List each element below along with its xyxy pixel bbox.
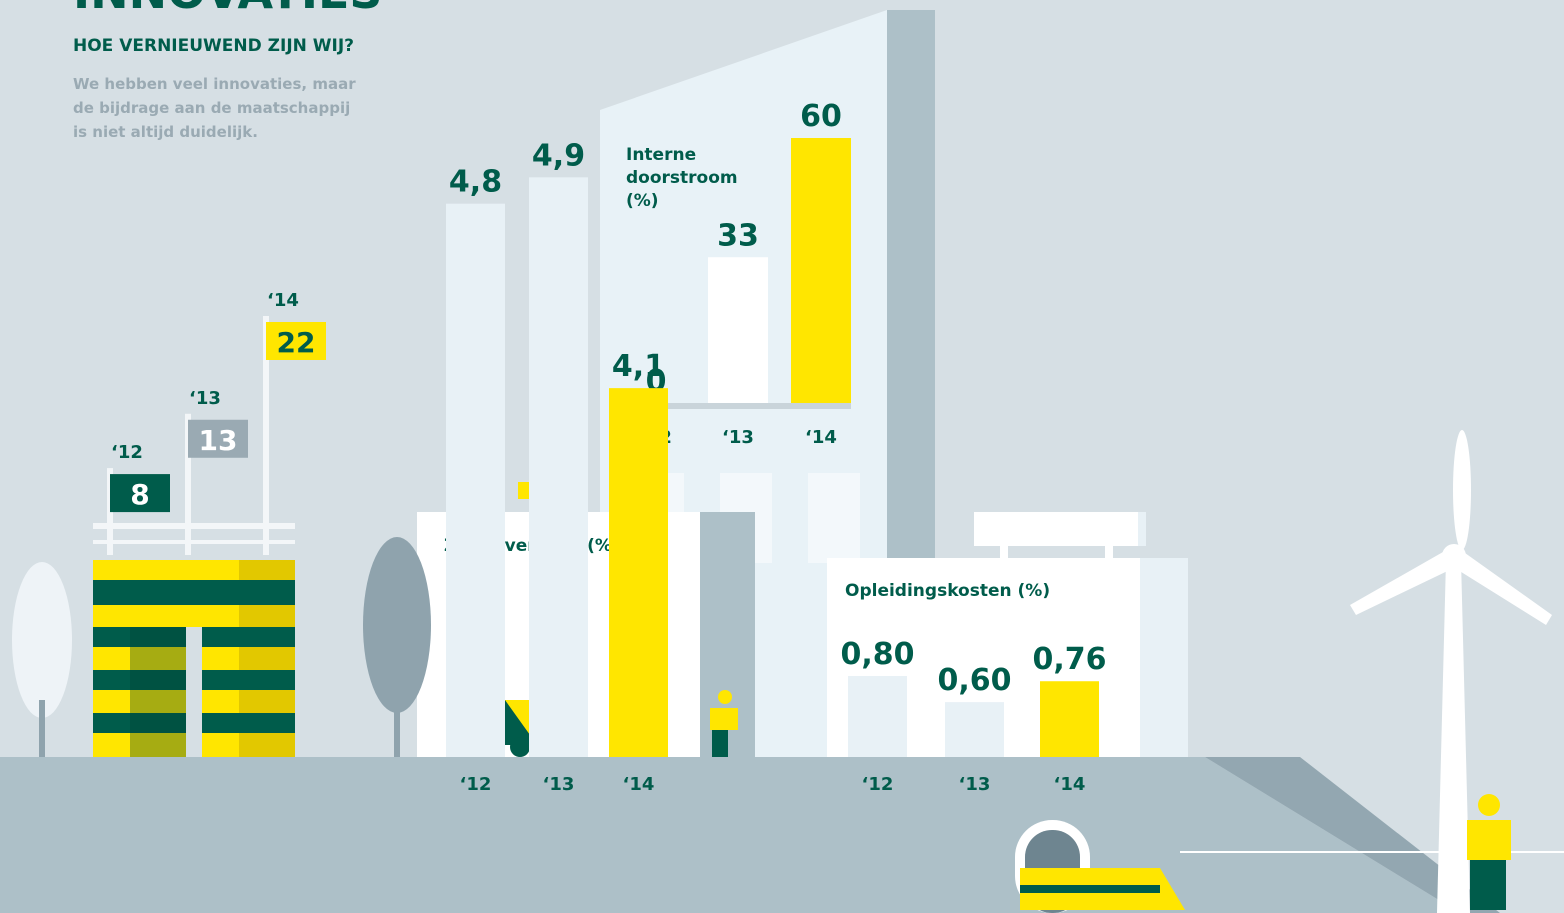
page-title: INNOVATIES: [73, 0, 383, 19]
scenery: [0, 10, 1564, 913]
flag-pole: [263, 316, 269, 555]
chart-title-word: Interne: [626, 145, 696, 165]
category-label: ‘14: [805, 427, 837, 448]
value-label: 0,76: [1032, 642, 1106, 677]
value-label: 0,80: [840, 637, 914, 672]
bar: [446, 203, 505, 757]
value-label: 4,8: [449, 165, 502, 200]
value-label: 4,1: [612, 349, 665, 384]
intro-line: We hebben veel innovaties, maar: [73, 75, 356, 93]
bar: [529, 177, 588, 757]
category-label: ‘13: [543, 774, 575, 795]
value-label: 60: [800, 99, 842, 134]
bar: [945, 702, 1004, 757]
category-label: ‘14: [623, 774, 655, 795]
flag: [188, 419, 248, 458]
category-label: ‘14: [1054, 774, 1086, 795]
value-label: 0,60: [937, 663, 1011, 698]
value-label: 22: [277, 326, 316, 359]
category-label: ‘13: [722, 427, 754, 448]
value-label: 13: [199, 424, 238, 457]
chart-title: Interne doorstroom (%): [626, 145, 738, 211]
intro-line: is niet altijd duidelijk.: [73, 123, 258, 141]
flag-pole: [185, 413, 191, 555]
value-label: 4,9: [532, 138, 585, 173]
bar: [1040, 681, 1099, 757]
subtitle: HOE VERNIEUWEND ZIJN WIJ?: [73, 36, 354, 56]
bar: [848, 676, 907, 757]
chart-title-word: (%): [626, 191, 659, 211]
bar: [609, 388, 668, 757]
category-label: ‘12: [460, 774, 492, 795]
category-label: ‘13: [959, 774, 991, 795]
chart-title-word: doorstroom: [626, 168, 738, 188]
charts: 8‘1213‘1322‘14Internedoorstroom(%)0‘1233…: [107, 99, 1107, 795]
intro-line: de bijdrage aan de maatschappij: [73, 99, 350, 117]
bar: [791, 138, 851, 403]
category-label: ‘14: [267, 290, 299, 311]
bar: [708, 257, 768, 403]
category-label: ‘12: [111, 442, 143, 463]
category-label: ‘13: [189, 388, 221, 409]
flag: [266, 322, 326, 360]
value-label: 33: [717, 218, 759, 253]
flag: [110, 474, 170, 513]
category-label: ‘12: [862, 774, 894, 795]
chart-title: Opleidingskosten (%): [845, 581, 1050, 601]
value-label: 8: [130, 478, 149, 511]
